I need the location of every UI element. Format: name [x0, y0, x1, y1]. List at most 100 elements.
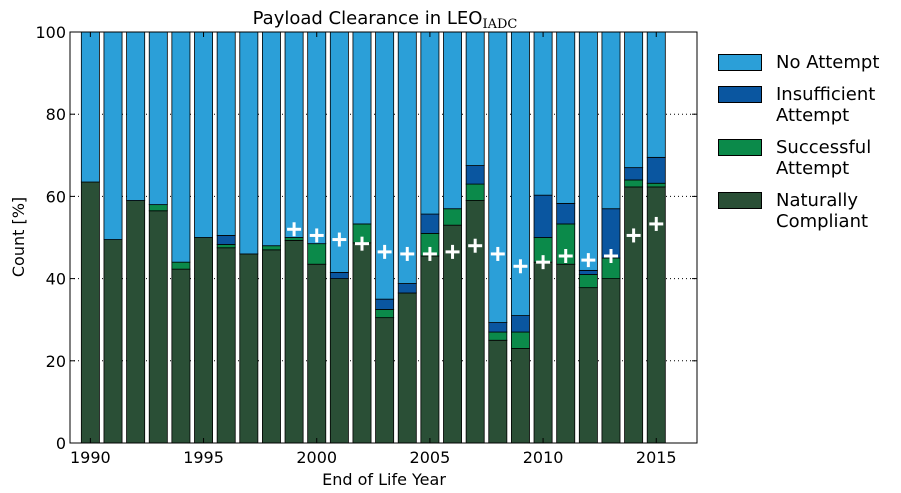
- bar-segment: [397, 31, 417, 284]
- bar-segment: [624, 31, 644, 169]
- marker-cross: [513, 259, 528, 274]
- x-tick-label: 1995: [183, 448, 224, 467]
- bar-segment: [262, 245, 281, 251]
- bar-segment: [601, 31, 621, 210]
- marker-cross: [309, 228, 324, 243]
- y-tick-label: 20: [46, 352, 66, 371]
- bar-segment: [465, 165, 485, 185]
- chart-title: Payload Clearance in LEOIADC: [253, 8, 518, 32]
- bar-segment: [646, 31, 666, 158]
- title-subscript: IADC: [482, 17, 517, 32]
- marker-cross: [332, 232, 347, 247]
- bar-segment: [397, 283, 417, 294]
- bar-segment: [397, 292, 417, 444]
- legend-label: Insufficient Attempt: [776, 84, 876, 126]
- marker-cross: [377, 244, 392, 259]
- x-tick-label: 2000: [296, 448, 337, 467]
- bar-segment: [352, 242, 372, 444]
- bar-segment: [488, 331, 508, 341]
- bar-segment: [375, 317, 395, 444]
- marker-cross: [603, 248, 618, 263]
- bar-segment: [624, 186, 644, 444]
- bar-segment: [239, 253, 259, 444]
- legend-item: Naturally Compliant: [718, 190, 883, 232]
- legend-swatch: [718, 54, 762, 71]
- bar-segment: [624, 167, 644, 181]
- bar-segment: [126, 31, 146, 201]
- y-tick-label: 60: [46, 187, 66, 206]
- bar-segment: [556, 263, 576, 444]
- x-tick-label: 2015: [636, 448, 677, 467]
- legend: No Attempt Insufficient Attempt Successful…: [718, 52, 883, 243]
- bar-segment: [262, 249, 281, 444]
- bar-segment: [465, 183, 485, 201]
- bar-segment: [646, 156, 666, 184]
- bar-segment: [646, 182, 666, 188]
- bar-segment: [510, 315, 530, 333]
- bar-segment: [488, 322, 508, 333]
- bar-segment: [329, 278, 349, 444]
- marker-cross: [445, 244, 460, 259]
- bar-segment: [465, 200, 485, 444]
- marker-cross: [536, 255, 551, 270]
- bar-segment: [171, 31, 191, 263]
- y-tick-label: 0: [56, 434, 66, 453]
- bar-segment: [148, 31, 168, 206]
- title-main: Payload Clearance in LEO: [253, 8, 483, 29]
- bar-segment: [216, 235, 236, 245]
- y-axis-label: Count [%]: [9, 197, 28, 277]
- bar-segment: [533, 261, 553, 444]
- bar-segment: [375, 309, 395, 319]
- bar-segment: [307, 263, 327, 444]
- marker-cross: [581, 253, 596, 268]
- legend-label: Successful Attempt: [776, 137, 872, 179]
- bar-segment: [578, 269, 598, 275]
- bar-segment: [420, 213, 440, 234]
- bar-segment: [126, 200, 146, 444]
- bar-segment: [216, 247, 236, 444]
- marker-cross: [422, 246, 437, 261]
- bar-segment: [171, 268, 191, 444]
- bar-segment: [329, 272, 349, 279]
- bar-segment: [443, 31, 462, 210]
- marker-cross: [626, 228, 641, 243]
- legend-swatch: [718, 139, 762, 156]
- bar-segment: [375, 31, 395, 300]
- x-tick-label: 2005: [410, 448, 451, 467]
- bar-segment: [103, 239, 123, 444]
- bar-segment: [375, 298, 395, 310]
- marker-cross: [490, 246, 505, 261]
- bar-segment: [284, 239, 304, 444]
- bar-segment: [262, 31, 281, 247]
- x-tick-label: 2010: [523, 448, 564, 467]
- bar-segment: [533, 31, 553, 196]
- bar-segment: [510, 331, 530, 349]
- bar-segment: [578, 287, 598, 444]
- plot-frame: [69, 31, 698, 444]
- bar-segment: [171, 261, 191, 270]
- bar-segment: [443, 208, 462, 226]
- x-tick-label: 1990: [70, 448, 111, 467]
- bar-segment: [307, 31, 327, 245]
- bar-segment: [80, 31, 100, 183]
- legend-swatch: [718, 192, 762, 209]
- bar-segment: [578, 274, 598, 289]
- legend-item: Successful Attempt: [718, 137, 883, 179]
- bar-segment: [510, 348, 530, 444]
- bar-segment: [488, 339, 508, 444]
- marker-cross: [649, 216, 664, 231]
- bar-segment: [148, 204, 168, 212]
- y-tick-label: 80: [46, 105, 66, 124]
- bar-segment: [216, 31, 236, 236]
- bar-segment: [578, 31, 598, 271]
- marker-cross: [400, 246, 415, 261]
- legend-item: Insufficient Attempt: [718, 84, 883, 126]
- bar-segment: [556, 31, 576, 204]
- bar-segment: [465, 31, 485, 166]
- y-tick-label: 40: [46, 270, 66, 289]
- marker-cross: [354, 236, 369, 251]
- marker-cross: [468, 238, 483, 253]
- marker-cross: [558, 248, 573, 263]
